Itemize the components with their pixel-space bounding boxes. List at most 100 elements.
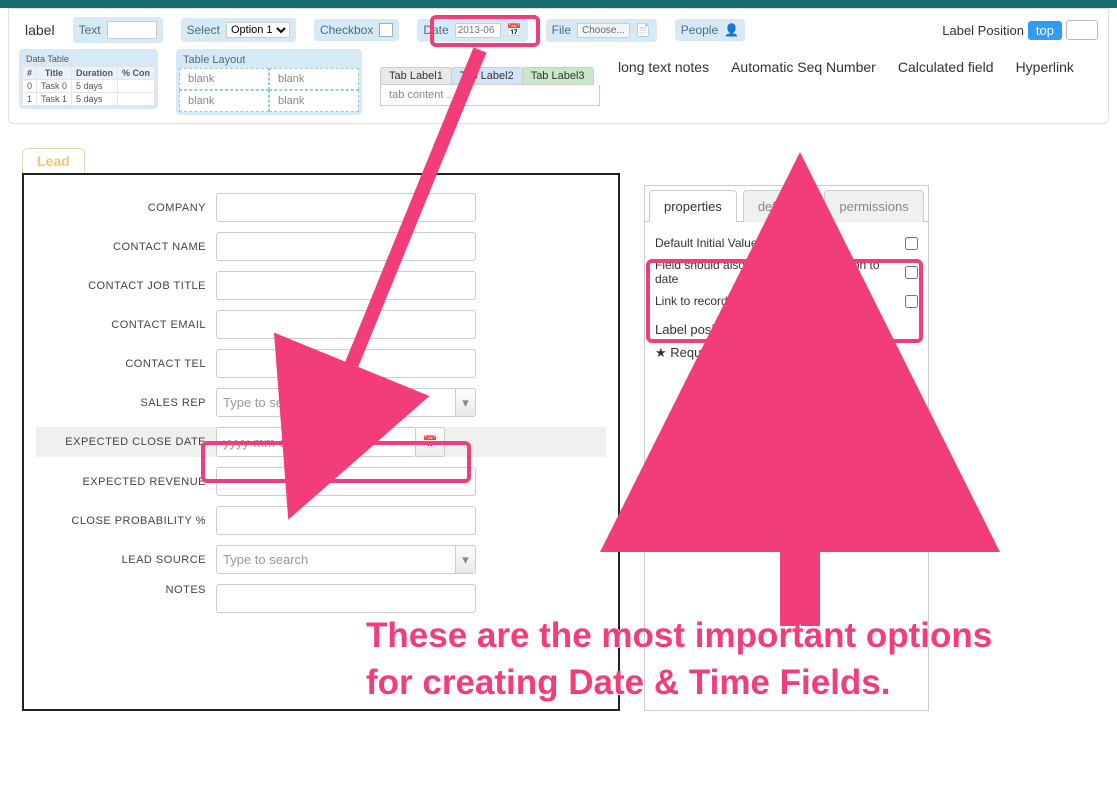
contact-tel-label: CONTACT TEL bbox=[36, 358, 216, 370]
demo-tab-3[interactable]: Tab Label3 bbox=[522, 67, 594, 85]
tab-properties[interactable]: properties bbox=[649, 190, 737, 222]
file-tool[interactable]: File Choose... 📄 bbox=[546, 19, 657, 42]
calendar-icon: 📅 bbox=[423, 435, 438, 449]
top-bar bbox=[0, 0, 1117, 8]
data-table-label: Data Table bbox=[22, 52, 155, 66]
nudge-down-icon[interactable] bbox=[777, 469, 797, 483]
lead-source-label: LEAD SOURCE bbox=[36, 554, 216, 566]
contact-name-input[interactable] bbox=[216, 232, 476, 261]
position-nudger: 0 0 0 bbox=[717, 373, 857, 483]
annotation-callout: These are the most important options for… bbox=[366, 612, 1006, 707]
properties-buttons: Move Off-form Delete bbox=[645, 497, 928, 540]
date-tool[interactable]: Date 2013-06 📅 bbox=[417, 19, 527, 42]
demo-tab-1[interactable]: Tab Label1 bbox=[380, 67, 452, 85]
contact-tel-input[interactable] bbox=[216, 349, 476, 378]
select-tool-dropdown[interactable]: Option 1 bbox=[226, 22, 290, 38]
select-tool[interactable]: Select Option 1 bbox=[181, 18, 296, 42]
select-tool-label: Select bbox=[187, 23, 220, 37]
company-label: COMPANY bbox=[36, 202, 216, 214]
field-toolbar: label Text Select Option 1 Checkbox Date… bbox=[8, 8, 1109, 124]
move-off-form-button[interactable]: Move Off-form bbox=[653, 506, 751, 532]
opt-show-time: Field should also show TIME in addition … bbox=[655, 254, 918, 290]
opt-default-now-check[interactable] bbox=[905, 237, 918, 250]
file-tool-choose[interactable]: Choose... bbox=[577, 23, 630, 38]
layout-cell: blank bbox=[179, 90, 269, 112]
toolbar-row-2: Data Table #TitleDuration% Con 0Task 05 … bbox=[19, 49, 1098, 115]
label-position-control: Label Position top bbox=[942, 20, 1098, 40]
close-date-row[interactable]: EXPECTED CLOSE DATE yyyy-mm-dd 📅 bbox=[36, 427, 606, 457]
data-table-preview: #TitleDuration% Con 0Task 05 days 1Task … bbox=[22, 66, 155, 106]
label-position-label: Label Position bbox=[942, 23, 1024, 38]
contact-job-input[interactable] bbox=[216, 271, 476, 300]
close-date-input[interactable]: yyyy-mm-dd bbox=[216, 427, 416, 457]
label-tool[interactable]: label bbox=[19, 18, 55, 42]
revenue-input[interactable] bbox=[216, 467, 476, 496]
person-icon: 👤 bbox=[724, 23, 739, 37]
people-tool-label: People bbox=[681, 23, 718, 37]
table-layout-tool[interactable]: Table Layout blank blank blank blank bbox=[176, 49, 362, 115]
calendar-icon[interactable]: 📅 bbox=[507, 23, 522, 37]
delete-button[interactable]: Delete bbox=[757, 506, 814, 532]
sales-rep-label: SALES REP bbox=[36, 397, 216, 409]
contact-job-label: CONTACT JOB TITLE bbox=[36, 280, 216, 292]
long-text-tool[interactable]: long text notes bbox=[618, 59, 709, 75]
properties-tabs: properties defaults permissions bbox=[645, 186, 928, 222]
date-tool-label: Date bbox=[423, 23, 448, 37]
tab-permissions[interactable]: permissions bbox=[824, 190, 923, 222]
people-tool[interactable]: People 👤 bbox=[675, 19, 745, 41]
company-input[interactable] bbox=[216, 193, 476, 222]
date-tool-value[interactable]: 2013-06 bbox=[455, 23, 501, 38]
lead-tab[interactable]: Lead bbox=[22, 148, 85, 173]
probability-input[interactable] bbox=[216, 506, 476, 535]
properties-body: Default Initial Value to NOW Field shoul… bbox=[645, 222, 928, 497]
demo-tab-2[interactable]: Tab Label2 bbox=[451, 67, 523, 85]
nudge-up-icon[interactable] bbox=[777, 373, 797, 387]
layout-cell: blank bbox=[269, 90, 359, 112]
data-table-tool[interactable]: Data Table #TitleDuration% Con 0Task 05 … bbox=[19, 49, 158, 109]
nudge-right-icon[interactable] bbox=[807, 419, 821, 439]
contact-name-label: CONTACT NAME bbox=[36, 241, 216, 253]
layout-cell: blank bbox=[179, 68, 269, 90]
nudge-out-icon[interactable] bbox=[843, 419, 857, 439]
nudge-left-icon[interactable] bbox=[717, 419, 731, 439]
seq-number-tool[interactable]: Automatic Seq Number bbox=[731, 59, 876, 75]
close-date-label: EXPECTED CLOSE DATE bbox=[36, 436, 216, 448]
text-tool-input[interactable] bbox=[107, 21, 157, 39]
contact-email-label: CONTACT EMAIL bbox=[36, 319, 216, 331]
revenue-label: EXPECTED REVENUE bbox=[36, 476, 216, 488]
layout-cell: blank bbox=[269, 68, 359, 90]
demo-tab-content: tab content ... bbox=[380, 85, 600, 106]
calculated-field-tool[interactable]: Calculated field bbox=[898, 59, 994, 75]
contact-email-input[interactable] bbox=[216, 310, 476, 339]
nudge-left-value[interactable]: 0 bbox=[735, 420, 759, 438]
table-layout-label: Table Layout bbox=[179, 52, 359, 68]
label-position-top[interactable]: top bbox=[1028, 21, 1062, 40]
tabs-tool[interactable]: Tab Label1 Tab Label2 Tab Label3 tab con… bbox=[380, 67, 600, 106]
checkbox-tool-label: Checkbox bbox=[320, 23, 373, 37]
sales-rep-input[interactable]: Type to search▾ bbox=[216, 388, 476, 417]
nudge-top-value[interactable]: 0 bbox=[775, 391, 799, 409]
dropdown-icon[interactable]: ▾ bbox=[455, 546, 475, 573]
opt-link-creation-check[interactable] bbox=[905, 295, 918, 308]
toolbar-row-1: label Text Select Option 1 Checkbox Date… bbox=[19, 17, 1098, 43]
text-tools: long text notes Automatic Seq Number Cal… bbox=[618, 49, 1074, 75]
dropdown-icon[interactable]: ▾ bbox=[455, 389, 475, 416]
file-icon: 📄 bbox=[636, 23, 651, 37]
tab-defaults[interactable]: defaults bbox=[743, 190, 819, 222]
nudge-bottom-value[interactable]: 0 bbox=[775, 447, 799, 465]
checkbox-tool[interactable]: Checkbox bbox=[314, 19, 399, 41]
notes-textarea[interactable] bbox=[216, 584, 476, 613]
checkbox-tool-box[interactable] bbox=[379, 23, 393, 37]
required-field-row: ★ Required Fi bbox=[655, 345, 918, 361]
hyperlink-tool[interactable]: Hyperlink bbox=[1016, 59, 1074, 75]
lead-source-input[interactable]: Type to search▾ bbox=[216, 545, 476, 574]
opt-default-now: Default Initial Value to NOW bbox=[655, 232, 918, 254]
nudge-in-icon[interactable] bbox=[821, 419, 835, 439]
probability-label: CLOSE PROBABILITY % bbox=[36, 515, 216, 527]
calendar-button[interactable]: 📅 bbox=[415, 427, 445, 457]
notes-label: NOTES bbox=[36, 584, 216, 596]
text-tool[interactable]: Text bbox=[73, 17, 163, 43]
label-position-row: Label position : bbox=[655, 322, 918, 337]
label-position-alt[interactable] bbox=[1066, 20, 1098, 40]
opt-show-time-check[interactable] bbox=[905, 266, 918, 279]
